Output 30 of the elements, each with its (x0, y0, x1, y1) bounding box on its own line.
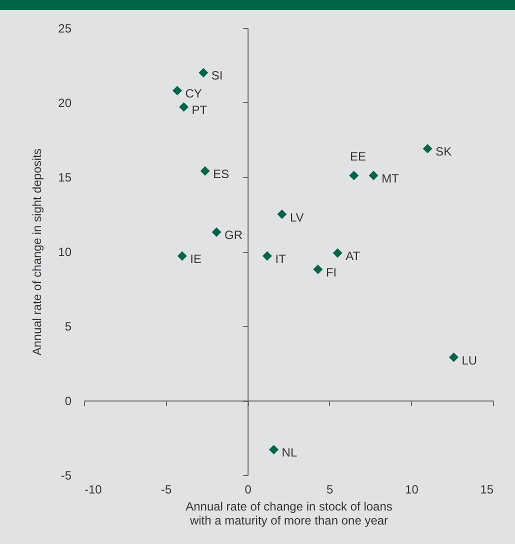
x-tick-label: -5 (160, 482, 172, 496)
annotation: FI (326, 265, 337, 280)
annotation: EE (350, 150, 366, 164)
x-tick-label: 10 (405, 482, 419, 496)
x-axis-title: Annual rate of change in stock of loans with a maturity of more than one year (186, 500, 392, 528)
annotation: AT (346, 248, 361, 263)
annotation: PT (192, 102, 208, 117)
x-tick-label: -10 (84, 482, 102, 496)
y-tick-label: 15 (58, 170, 72, 184)
annotation: LU (462, 353, 478, 368)
annotation: IE (190, 252, 202, 266)
y-tick-label: 5 (64, 320, 72, 334)
annotation: SK (436, 144, 452, 159)
y-tick-label: 20 (58, 96, 72, 110)
annotation: GR (224, 228, 243, 242)
y-tick-label: 25 (58, 22, 72, 36)
x-tick-label: 15 (480, 482, 494, 496)
x-tick-label: 5 (326, 482, 334, 496)
y-tick-label: -5 (60, 468, 72, 482)
y-axis-title: Annual rate of change in sight deposits (30, 148, 44, 356)
x-tick-label: 0 (244, 482, 252, 496)
y-tick-label: 0 (64, 394, 72, 408)
annotation: IT (275, 252, 287, 266)
annotation: NL (282, 446, 298, 460)
y-tick-label: 10 (58, 245, 72, 259)
annotation: ES (213, 167, 230, 182)
annotation: MT (382, 172, 400, 186)
annotation: CY (185, 86, 202, 101)
annotation: SI (211, 68, 223, 83)
annotation: LV (290, 210, 304, 224)
